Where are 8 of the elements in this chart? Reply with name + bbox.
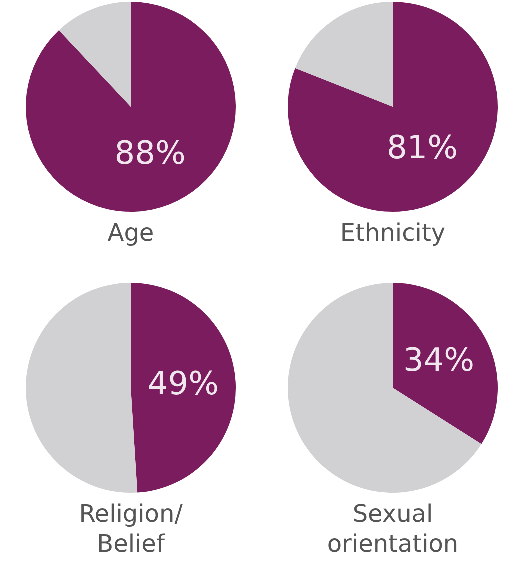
text: Religion/ Belief xyxy=(78,499,184,559)
data-label: 34% xyxy=(403,341,475,380)
data-label: 81% xyxy=(386,128,458,167)
text: Ethnicity xyxy=(340,218,446,248)
text: Age xyxy=(108,218,154,248)
data-label: 49% xyxy=(148,364,220,403)
text: Sexual orientation xyxy=(326,499,460,559)
data-label: 88% xyxy=(114,134,186,172)
